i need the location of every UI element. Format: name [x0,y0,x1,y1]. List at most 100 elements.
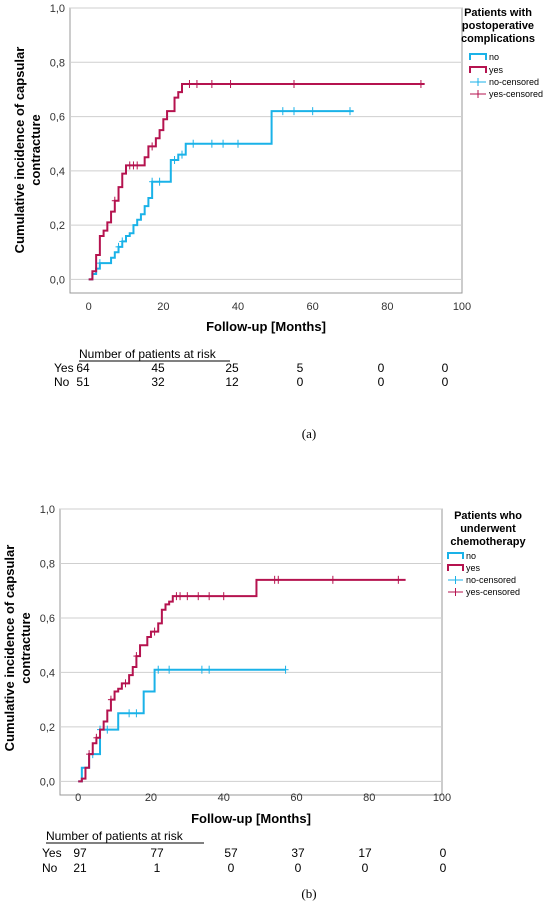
censor-mark-no [206,665,213,674]
legend-label-yes-a: yes [489,65,504,75]
censor-mark-no [291,107,297,116]
risk-row-label: No [42,861,58,875]
x-tick-label: 0 [86,301,92,313]
y-ticks-a: 0,0 0,2 0,4 0,6 0,8 1,0 [50,3,65,286]
censor-mark-yes [291,80,297,88]
censor-mark-no [115,242,122,251]
risk-count: 32 [151,375,165,389]
risk-count: 25 [225,361,239,375]
legend-title-line2-b: underwent [460,523,516,535]
risk-count: 97 [73,846,87,860]
risk-rows-b: Yes 97 77 57 37 17 0No 21 1 0 0 0 0 [42,846,447,875]
censor-mark-no [235,139,241,148]
x-axis-title-b: Follow-up [Months] [191,811,311,826]
y-axis-title-line1-b: Cumulative incidence of capsular [2,545,17,752]
risk-count: 37 [291,846,305,860]
censor-mark-yes [206,592,213,601]
risk-row-label: Yes [54,361,74,375]
legend-label-yes-b: yes [466,563,481,573]
censor-mark-yes [184,592,191,601]
censor-mark-yes [107,695,114,704]
risk-table-b: Number of patients at risk Yes 97 77 57 37 17… [42,829,447,875]
censor-mark-no [166,665,173,674]
panel-b: 0,00,20,40,60,81,0 0 20 40 60 80 100 Cumulati… [2,504,526,901]
censor-mark-no [155,665,162,674]
censor-mark-yes [133,652,140,661]
x-tick-label: 20 [157,301,169,313]
caption-b: (b) [301,886,316,901]
risk-count: 1 [154,861,161,875]
censor-mark-no [347,107,353,116]
legend-a: Patients with postoperative complication… [461,7,543,99]
y-axis-title-line2-b: contracture [18,612,33,684]
x-tick-label: 100 [433,792,451,804]
risk-count: 21 [73,861,87,875]
risk-count: 57 [224,846,238,860]
censor-mark-no [279,107,286,116]
censor-mark-no [220,139,227,148]
censor-mark-no [133,709,140,718]
censor-mark-no [198,665,205,674]
risk-count: 51 [76,375,90,389]
legend-swatch-yes-censored-b [448,588,463,596]
censor-mark-no [149,177,156,186]
legend-b: Patients who underwent chemotherapy no y… [447,510,526,597]
risk-count: 0 [440,846,447,860]
y-tick-label: 0,8 [50,57,65,69]
risk-count: 0 [440,861,447,875]
y-axis-title-line2-a: contracture [28,114,43,186]
risk-table-title-b: Number of patients at risk [46,829,184,843]
legend-swatch-yes-censored-a [470,90,486,98]
censor-mark-no [156,177,163,186]
censor-mark-yes [151,627,158,636]
legend-swatch-no-censored-b [448,576,463,584]
legend-label-yes-censored-a: yes-censored [489,89,543,99]
y-tick-label: 0,4 [40,667,55,679]
legend-label-no-a: no [489,52,499,62]
legend-title-line3-a: complications [461,33,535,45]
y-tick-label: 0,8 [40,558,55,570]
y-tick-label: 1,0 [50,3,65,15]
censor-mark-yes [275,575,282,584]
legend-swatch-no-a [469,53,487,60]
x-tick-label: 20 [145,792,157,804]
risk-count: 5 [297,361,304,375]
censor-mark-no [171,156,178,164]
x-tick-label: 80 [381,301,393,313]
legend-label-no-censored-a: no-censored [489,77,539,87]
caption-a: (a) [302,426,316,441]
risk-count: 0 [295,861,302,875]
y-tick-label: 1,0 [40,504,55,516]
censor-mark-no [282,665,289,674]
risk-count: 12 [225,375,239,389]
y-tick-label: 0,6 [40,613,55,625]
x-tick-label: 60 [307,301,319,313]
censor-mark-no [96,259,103,268]
y-axis-title-line1-a: Cumulative incidence of capsular [12,47,27,254]
legend-swatch-yes-b [447,564,464,571]
series-line-no [88,110,354,281]
censor-mark-yes [111,196,118,205]
y-tick-label: 0,0 [50,274,65,286]
censor-mark-no [179,150,185,159]
legend-label-no-censored-b: no-censored [466,575,516,585]
risk-count: 64 [76,361,90,375]
panel-a: 0,0 0,2 0,4 0,6 0,8 1,0 0 20 40 60 80 100 Cumulati… [12,3,543,441]
grid-b [60,508,442,782]
risk-count: 17 [358,846,372,860]
censor-mark-yes [329,575,336,584]
censor-mark-yes [86,750,93,759]
censor-mark-yes [227,80,234,88]
risk-row-label: No [54,375,70,389]
y-tick-label: 0,0 [40,776,55,788]
legend-title-line1-a: Patients with [464,7,532,19]
censor-mark-yes [134,161,141,170]
censor-mark-no [126,709,133,718]
risk-count: 0 [297,375,304,389]
risk-count: 0 [228,861,235,875]
risk-count: 0 [442,361,449,375]
x-tick-label: 40 [218,792,230,804]
risk-count: 0 [362,861,369,875]
risk-count: 0 [378,361,385,375]
